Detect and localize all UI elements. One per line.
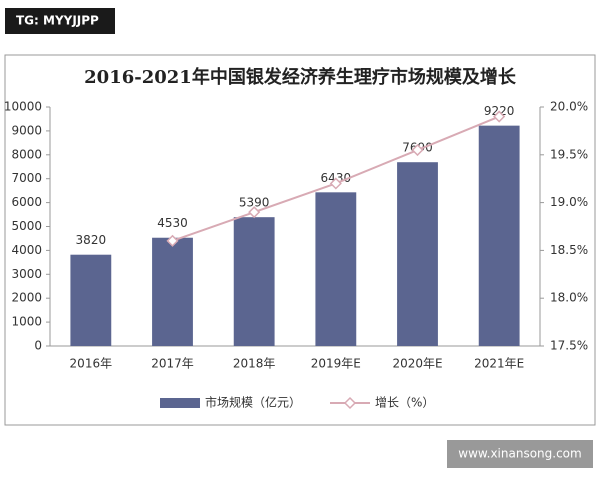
- bar: [70, 254, 112, 346]
- y2-tick-label: 20.0%: [550, 100, 588, 114]
- growth-marker: [411, 143, 424, 157]
- bar: [397, 162, 438, 346]
- x-tick-label: 2020年E: [392, 357, 442, 371]
- y-tick-label: 6000: [11, 195, 42, 209]
- y-tick-label: 10000: [4, 100, 42, 114]
- y-tick-label: 5000: [11, 219, 42, 233]
- y-tick-label: 4000: [11, 243, 42, 257]
- growth-marker: [329, 177, 342, 190]
- bar: [233, 217, 275, 346]
- y-tick-label: 8000: [11, 147, 42, 161]
- data-label: 5390: [239, 196, 270, 210]
- growth-marker: [248, 206, 261, 219]
- y2-tick-label: 19.0%: [550, 195, 588, 209]
- y2-tick-label: 17.5%: [550, 339, 588, 353]
- x-tick-label: 2019年E: [311, 357, 361, 371]
- x-tick-label: 2017年: [151, 357, 194, 371]
- growth-marker: [493, 110, 506, 123]
- legend-swatch: [343, 396, 357, 410]
- y2-tick-label: 18.5%: [550, 243, 588, 257]
- chart-title: 2016-2021年中国银发经济养生理疗市场规模及增长: [84, 66, 517, 88]
- legend-swatch: [160, 398, 200, 408]
- bar: [315, 192, 357, 346]
- y-tick-label: 9000: [11, 123, 42, 137]
- watermark-box: [447, 440, 593, 468]
- data-label: 3820: [76, 233, 107, 247]
- y-tick-label: 2000: [11, 291, 42, 305]
- y-tick-label: 0: [34, 339, 42, 353]
- bar: [152, 237, 193, 346]
- y-tick-label: 7000: [11, 171, 42, 185]
- growth-marker: [166, 234, 179, 247]
- bar: [478, 125, 520, 346]
- x-tick-label: 2021年E: [474, 357, 524, 371]
- data-label: 4530: [157, 216, 188, 230]
- y-tick-label: 1000: [11, 315, 42, 329]
- legend-label: 增长（%）: [375, 396, 434, 410]
- x-tick-label: 2016年: [70, 357, 113, 371]
- tag-box: [5, 8, 115, 34]
- y-tick-label: 3000: [11, 267, 42, 281]
- x-tick-label: 2018年: [233, 357, 276, 371]
- watermark-top: TG: MYYJJPP: [16, 14, 99, 28]
- y2-tick-label: 19.5%: [550, 147, 588, 161]
- legend-label: 市场规模（亿元）: [205, 395, 301, 410]
- y2-tick-label: 18.0%: [550, 291, 588, 305]
- watermark-bottom: www.xinansong.com: [458, 447, 581, 461]
